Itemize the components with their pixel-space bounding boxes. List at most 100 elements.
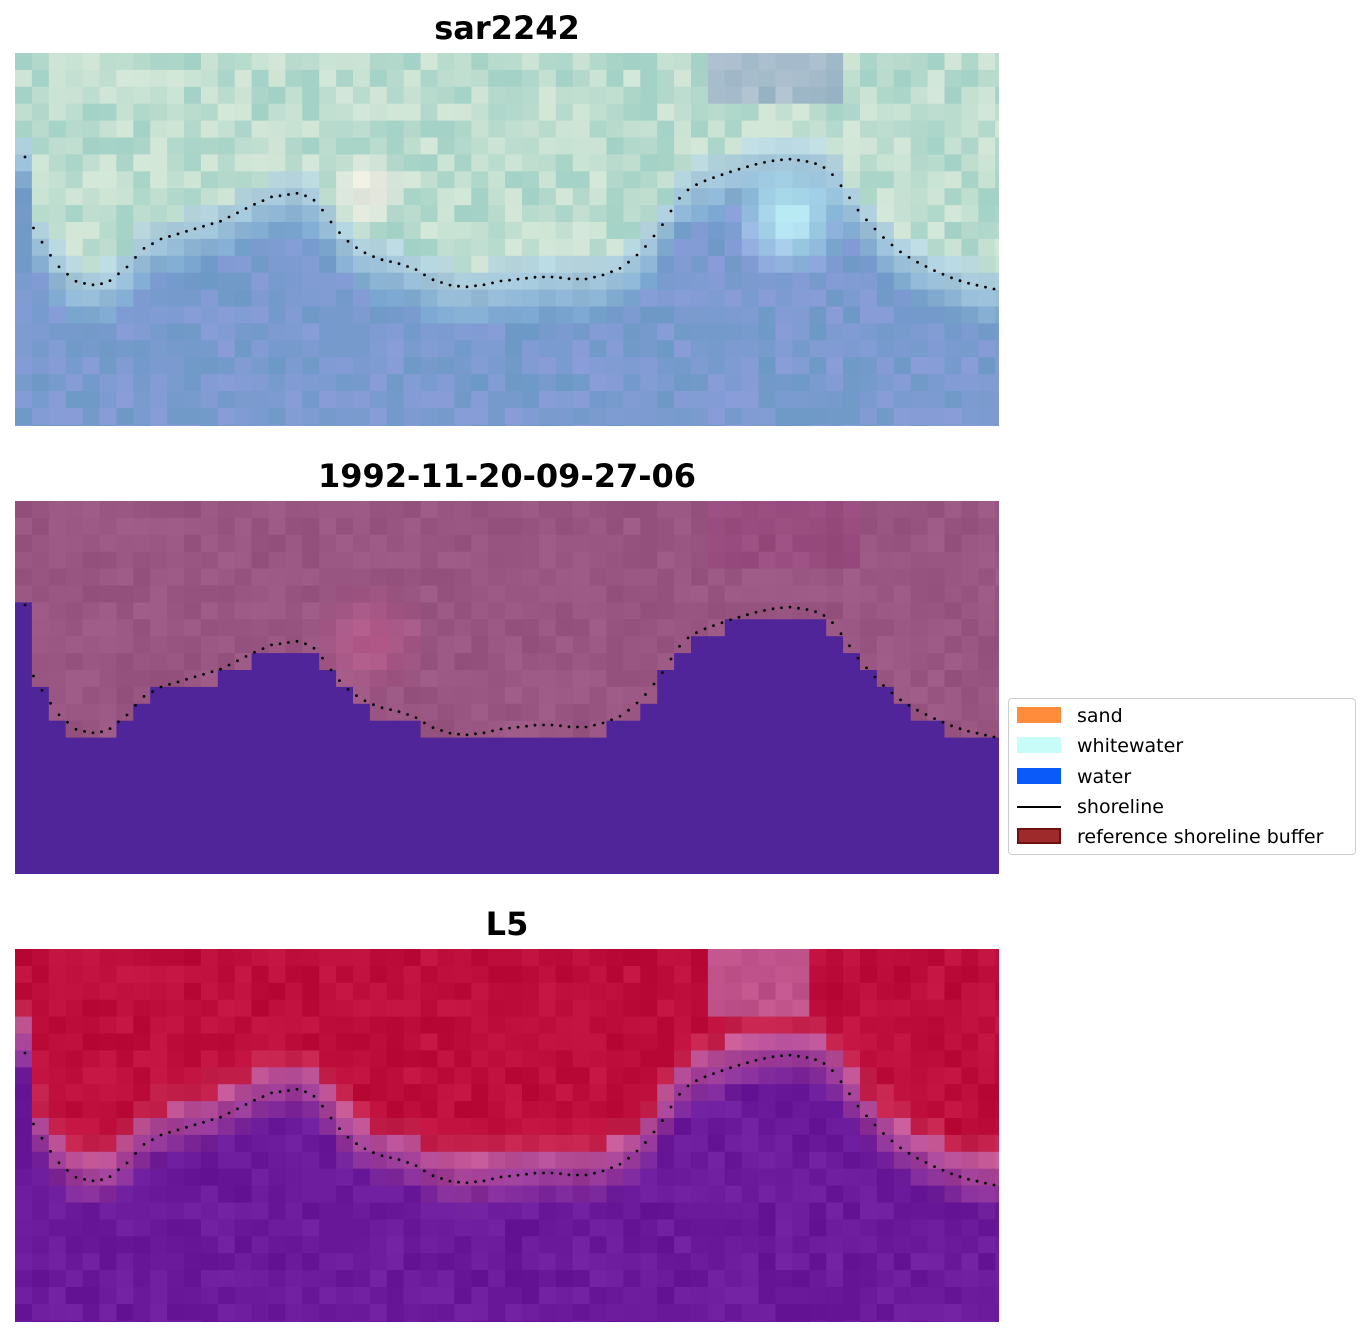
image-pixel xyxy=(200,1033,219,1051)
image-pixel xyxy=(116,1287,134,1305)
image-pixel xyxy=(505,1016,523,1035)
shoreline-point xyxy=(652,682,656,686)
image-pixel xyxy=(640,424,658,426)
shoreline-point xyxy=(635,253,639,257)
image-pixel xyxy=(31,686,50,705)
image-pixel xyxy=(285,323,303,341)
image-pixel xyxy=(623,323,641,341)
image-pixel xyxy=(623,670,641,688)
image-pixel xyxy=(133,619,151,637)
image-pixel xyxy=(589,238,608,257)
image-pixel xyxy=(978,568,996,587)
image-pixel xyxy=(606,1050,624,1068)
image-pixel xyxy=(386,788,405,806)
image-pixel xyxy=(893,965,912,984)
image-pixel xyxy=(927,517,946,536)
image-pixel xyxy=(454,982,472,1001)
image-pixel xyxy=(758,120,777,139)
image-pixel xyxy=(944,1033,962,1051)
image-pixel xyxy=(251,737,270,756)
image-pixel xyxy=(876,1118,895,1136)
image-pixel xyxy=(961,949,979,967)
image-pixel xyxy=(775,306,793,324)
image-pixel xyxy=(285,154,303,172)
image-pixel xyxy=(386,255,405,274)
image-pixel xyxy=(285,949,303,967)
image-pixel xyxy=(200,754,219,772)
image-pixel xyxy=(522,737,540,756)
image-pixel xyxy=(944,653,962,671)
image-pixel xyxy=(65,86,84,105)
image-pixel xyxy=(944,1151,962,1170)
image-pixel xyxy=(31,788,50,806)
image-pixel xyxy=(961,272,979,291)
image-pixel xyxy=(927,670,946,688)
image-pixel xyxy=(792,1118,810,1136)
shoreline-point xyxy=(559,276,562,280)
image-pixel xyxy=(538,238,557,257)
image-pixel xyxy=(454,137,472,155)
image-pixel xyxy=(707,1236,726,1254)
image-pixel xyxy=(555,374,574,392)
image-pixel xyxy=(403,238,422,257)
image-pixel xyxy=(200,391,219,409)
image-pixel xyxy=(319,949,337,967)
image-pixel xyxy=(251,619,270,637)
image-pixel xyxy=(522,670,540,688)
image-pixel xyxy=(319,222,337,240)
image-pixel xyxy=(843,822,861,840)
image-pixel xyxy=(302,323,320,341)
image-pixel xyxy=(674,1101,692,1119)
image-pixel xyxy=(978,86,996,105)
image-pixel xyxy=(65,585,84,603)
image-pixel xyxy=(555,965,574,984)
image-pixel xyxy=(691,670,709,688)
image-pixel xyxy=(167,636,185,654)
image-pixel xyxy=(691,86,709,105)
image-pixel xyxy=(167,737,185,756)
image-pixel xyxy=(319,1151,337,1170)
image-pixel xyxy=(775,1151,793,1170)
image-pixel xyxy=(302,1287,320,1305)
image-pixel xyxy=(133,1050,151,1068)
image-pixel xyxy=(65,754,84,772)
image-pixel xyxy=(200,1050,219,1068)
image-pixel xyxy=(758,1303,777,1322)
image-pixel xyxy=(927,1202,946,1220)
image-pixel xyxy=(555,53,574,71)
image-pixel xyxy=(944,982,962,1001)
image-pixel xyxy=(978,103,996,122)
image-pixel xyxy=(15,154,33,172)
image-pixel xyxy=(369,272,388,291)
image-pixel xyxy=(522,407,540,426)
image-pixel xyxy=(674,619,692,637)
image-pixel xyxy=(200,154,219,172)
image-pixel xyxy=(910,636,929,654)
image-pixel xyxy=(285,1236,303,1254)
image-pixel xyxy=(657,205,675,223)
image-pixel xyxy=(420,999,439,1018)
image-pixel xyxy=(403,1084,422,1102)
image-pixel xyxy=(48,1050,67,1068)
image-pixel xyxy=(809,306,827,324)
image-pixel xyxy=(775,1287,793,1305)
image-pixel xyxy=(234,720,253,739)
image-pixel xyxy=(572,703,591,722)
shoreline-point xyxy=(465,733,469,737)
image-pixel xyxy=(640,686,658,705)
image-pixel xyxy=(792,1168,810,1187)
image-pixel xyxy=(944,1236,962,1254)
image-pixel xyxy=(454,407,472,426)
image-pixel xyxy=(843,551,861,570)
image-pixel xyxy=(386,839,405,857)
image-pixel xyxy=(133,1270,151,1288)
image-pixel xyxy=(623,771,641,789)
shoreline-point xyxy=(661,223,664,227)
image-pixel xyxy=(403,205,422,223)
legend-item-sand: sand xyxy=(1017,705,1353,727)
image-pixel xyxy=(31,585,50,603)
image-pixel xyxy=(99,222,117,240)
shoreline-point xyxy=(287,1089,290,1092)
image-pixel xyxy=(454,872,472,874)
image-pixel xyxy=(572,653,591,671)
